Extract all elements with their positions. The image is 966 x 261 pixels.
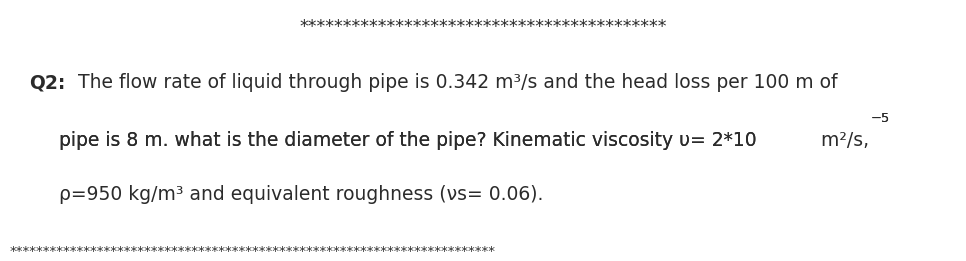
Text: m²/s,: m²/s, xyxy=(815,130,869,150)
Text: ρ=950 kg/m³ and equivalent roughness (νs= 0.06).: ρ=950 kg/m³ and equivalent roughness (νs… xyxy=(29,185,543,204)
Text: ************************************************************************: ****************************************… xyxy=(10,245,496,258)
Text: pipe is 8 m. what is the diameter of the pipe? Kinematic viscosity υ= 2*10: pipe is 8 m. what is the diameter of the… xyxy=(29,130,756,150)
Text: Q2:: Q2: xyxy=(29,73,66,92)
Text: ******************************************: ****************************************… xyxy=(299,18,667,36)
Text: −5: −5 xyxy=(870,112,890,125)
Text: The flow rate of liquid through pipe is 0.342 m³/s and the head loss per 100 m o: The flow rate of liquid through pipe is … xyxy=(72,73,838,92)
Text: pipe is 8 m. what is the diameter of the pipe? Kinematic viscosity υ= 2*10: pipe is 8 m. what is the diameter of the… xyxy=(29,130,756,150)
Text: −5: −5 xyxy=(870,112,890,125)
